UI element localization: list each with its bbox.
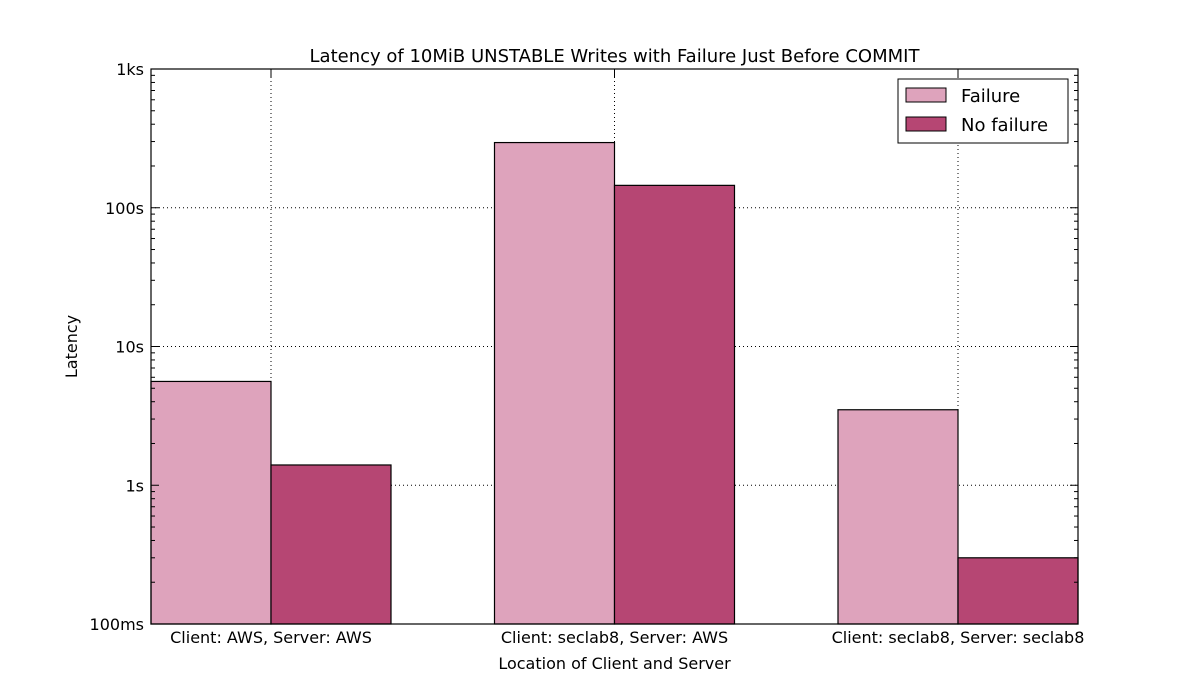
bar [150, 380, 272, 625]
axes: 100ms 1s 10s 100s 1ks Client: AWS, Server: AW… [90, 60, 1085, 647]
legend-label: Failure [961, 86, 1020, 107]
legend-swatch [905, 116, 947, 132]
y-tick-label: 100s [105, 199, 144, 218]
x-tick-label: Client: AWS, Server: AWS [170, 628, 372, 647]
bars [150, 141, 1079, 625]
y-tick-label: 100ms [90, 615, 144, 634]
bar [613, 184, 736, 625]
y-axis-label: Latency [62, 315, 81, 378]
legend-label: No failure [961, 115, 1048, 136]
y-tick-label: 10s [115, 338, 144, 357]
bar [493, 141, 616, 625]
x-tick-label: Client: seclab8, Server: seclab8 [832, 628, 1085, 647]
legend: Failure No failure [897, 78, 1069, 144]
bar [957, 557, 1079, 625]
legend-swatch [905, 87, 947, 103]
bar [837, 409, 959, 625]
chart-title: Latency of 10MiB UNSTABLE Writes with Fa… [310, 46, 921, 67]
x-axis-label: Location of Client and Server [498, 654, 731, 673]
x-tick-label: Client: seclab8, Server: AWS [501, 628, 728, 647]
bar [270, 464, 392, 625]
y-tick-label: 1s [125, 476, 144, 495]
y-tick-label: 1ks [116, 60, 144, 79]
